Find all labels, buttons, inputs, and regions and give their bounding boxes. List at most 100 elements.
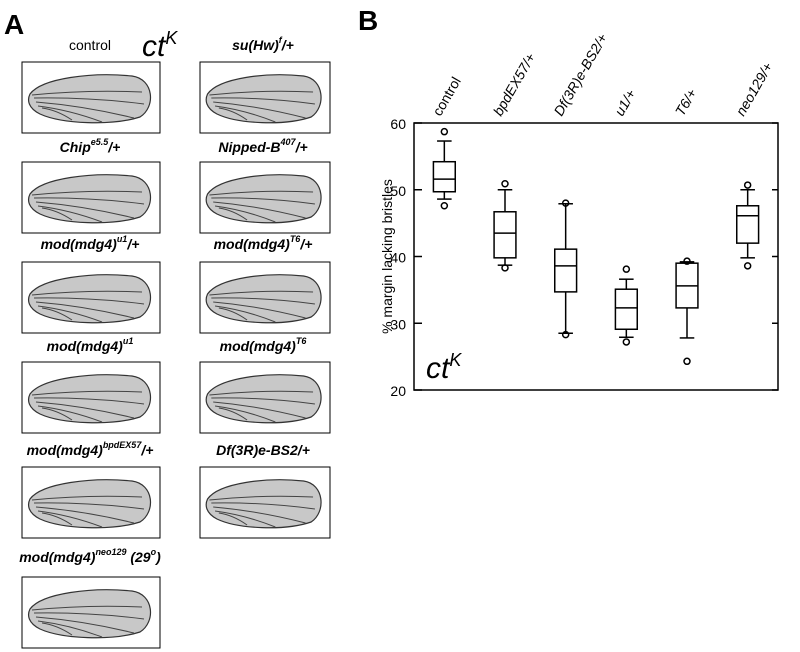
label-part: f xyxy=(279,35,283,45)
wing-vein xyxy=(41,512,73,526)
wing-vein xyxy=(35,506,135,524)
label-part: Df(3R)e-BS2/+ xyxy=(216,442,310,458)
wing-image xyxy=(199,161,331,234)
rich-label: ctK xyxy=(142,28,178,63)
x-tick-label: bpdEX57/+ xyxy=(490,50,539,118)
rich-label: mod(mdg4)T6/+ xyxy=(214,234,313,252)
rich-label: Chipe5.5/+ xyxy=(60,137,121,155)
label-part: ct xyxy=(142,30,167,63)
x-tick-label: u1/+ xyxy=(611,87,639,119)
wing-vein xyxy=(218,512,248,526)
label-part: /+ xyxy=(107,139,120,155)
wing-image xyxy=(21,361,161,434)
wing-image xyxy=(199,466,331,539)
wing-vein xyxy=(218,407,248,421)
outlier xyxy=(743,181,752,189)
outlier xyxy=(683,357,691,366)
label-part: (29 xyxy=(126,549,150,565)
wing-vein xyxy=(31,190,143,196)
label-part: mod(mdg4) xyxy=(19,549,96,565)
wing-vein xyxy=(218,207,248,221)
label-part: mod(mdg4) xyxy=(47,338,124,354)
label-part: ) xyxy=(154,549,161,565)
rich-label: mod(mdg4)u1 xyxy=(47,336,134,354)
wing-image xyxy=(199,361,331,434)
y-tick-label: 30 xyxy=(390,316,406,332)
wing-vein xyxy=(37,510,103,528)
wing-vein xyxy=(41,207,73,221)
wing-vein xyxy=(41,307,73,321)
wing-vein xyxy=(33,397,145,405)
wing-vein xyxy=(35,401,135,419)
wing-vein xyxy=(211,397,315,405)
panel-label: A xyxy=(4,9,24,40)
wing-vein xyxy=(209,495,314,501)
plot-frame xyxy=(413,122,779,391)
rich-label: mod(mdg4)neo129 (29o) xyxy=(19,547,161,565)
wing-image xyxy=(21,261,161,334)
wing-vein xyxy=(35,101,135,119)
wing-vein xyxy=(209,290,314,296)
x-tick-label: T6/+ xyxy=(672,86,700,119)
wing-vein xyxy=(213,506,306,524)
label-part: Chip xyxy=(60,139,92,155)
label-part: 407 xyxy=(280,137,297,147)
label-part: K xyxy=(165,28,178,48)
rich-label: ctK xyxy=(426,350,462,385)
rich-label: mod(mdg4)u1/+ xyxy=(41,234,140,252)
rich-label: mod(mdg4)T6 xyxy=(220,336,308,354)
wing-vein xyxy=(35,616,135,634)
wing-vein xyxy=(33,297,145,305)
label-part: T6 xyxy=(290,234,301,244)
label-part: /+ xyxy=(295,139,308,155)
y-tick-label: 50 xyxy=(390,183,406,199)
box xyxy=(432,160,457,193)
wing-vein xyxy=(37,620,103,638)
rich-label: control xyxy=(69,37,111,53)
box xyxy=(735,205,760,244)
x-tick-label: control xyxy=(429,74,464,118)
wing-vein xyxy=(215,205,276,223)
outlier xyxy=(743,262,752,270)
wing-image xyxy=(199,261,331,334)
outlier xyxy=(561,330,570,339)
wing-vein xyxy=(215,305,276,323)
wing-image xyxy=(21,61,161,134)
label-part: u1 xyxy=(123,336,134,346)
rich-label: su(Hw)f/+ xyxy=(232,35,294,53)
box xyxy=(614,288,639,331)
wing-vein xyxy=(31,90,143,96)
wing-vein xyxy=(209,390,314,396)
rich-label: mod(mdg4)bpdEX57/+ xyxy=(27,440,154,458)
wing-vein xyxy=(213,101,306,119)
outlier xyxy=(440,127,449,136)
y-axis-label: % margin lacking bristles xyxy=(379,179,395,334)
wing-vein xyxy=(218,307,248,321)
label-part: ct xyxy=(426,352,451,385)
wing-vein xyxy=(37,205,103,223)
x-tick-label: Df(3R)e-BS2/+ xyxy=(550,31,610,119)
wing-vein xyxy=(33,502,145,510)
label-part: mod(mdg4) xyxy=(214,236,291,252)
label-part: /+ xyxy=(281,37,294,53)
wing-vein xyxy=(33,612,145,620)
wing-vein xyxy=(31,290,143,296)
wing-vein xyxy=(37,305,103,323)
wing-vein xyxy=(35,301,135,319)
wing-vein xyxy=(215,405,276,423)
wing-vein xyxy=(213,201,306,219)
wing-image xyxy=(21,161,161,234)
label-part: Nipped-B xyxy=(218,139,280,155)
label-part: control xyxy=(69,37,111,53)
wing-vein xyxy=(41,407,73,421)
label-part: /+ xyxy=(299,236,312,252)
wing-image xyxy=(199,61,331,134)
wing-vein xyxy=(215,105,276,123)
wing-vein xyxy=(211,297,315,305)
wing-vein xyxy=(209,190,314,196)
wing-vein xyxy=(215,510,276,528)
wing-vein xyxy=(213,301,306,319)
wing-vein xyxy=(41,622,73,636)
wing-vein xyxy=(35,201,135,219)
